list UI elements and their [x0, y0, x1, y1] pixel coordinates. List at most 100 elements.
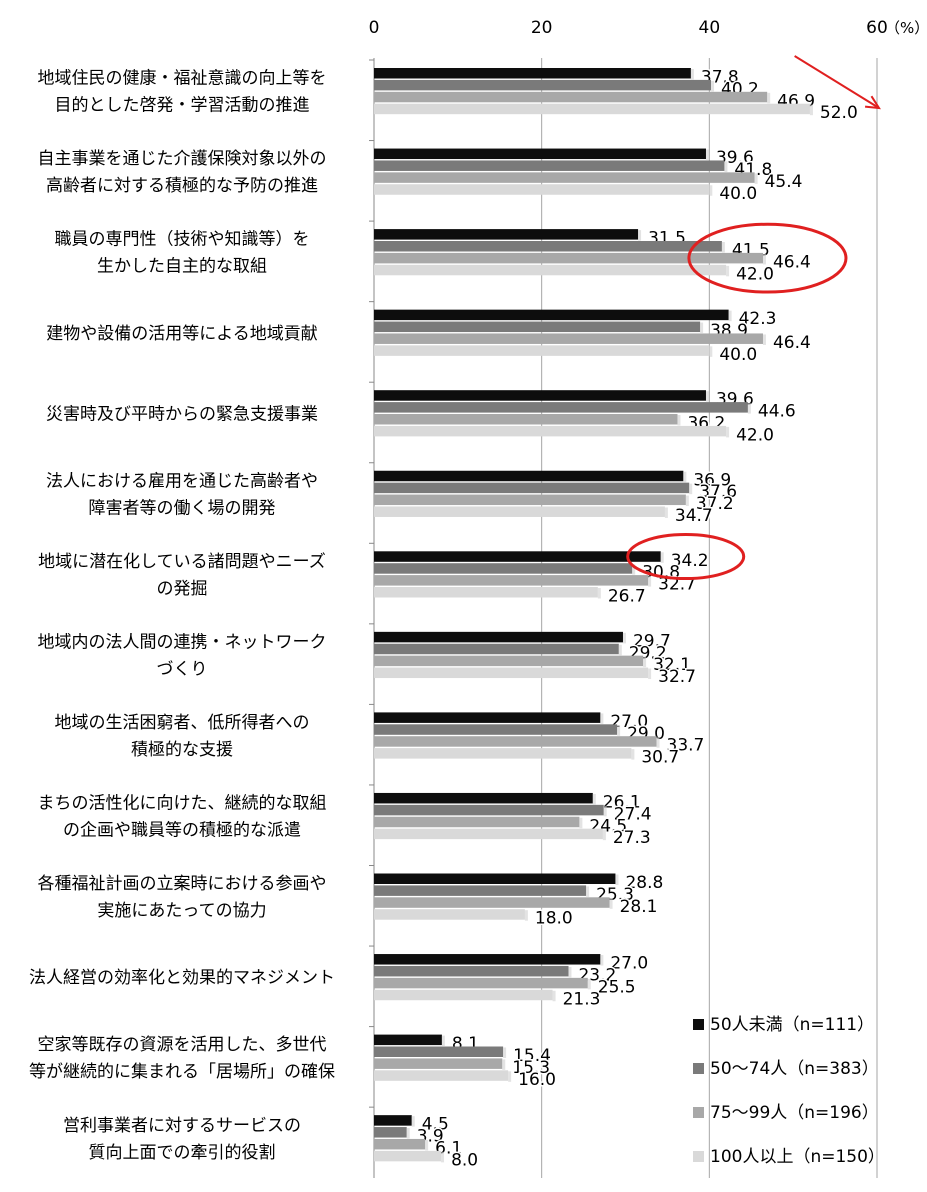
- bar-shadow: [810, 105, 813, 116]
- bar-shadow: [706, 150, 709, 161]
- bar-3: [374, 817, 579, 828]
- bar-2: [374, 966, 568, 977]
- bar-4: [374, 748, 631, 759]
- category-label: 目的とした啓発・学習活動の推進: [55, 96, 310, 116]
- category-label: 地域住民の健康・福祉意識の向上等を: [38, 69, 327, 89]
- category-label: 地域に潜在化している諸問題やニーズ: [38, 552, 326, 572]
- value-label: 8.0: [451, 1150, 478, 1170]
- bar-3: [374, 172, 755, 183]
- value-label: 44.6: [758, 402, 796, 422]
- bar-1: [374, 1115, 412, 1126]
- bar-shadow: [610, 898, 613, 909]
- bar-2: [374, 644, 619, 655]
- bar-1: [374, 874, 615, 885]
- bar-3: [374, 495, 686, 506]
- bar-2: [374, 1127, 407, 1138]
- bar-1: [374, 954, 600, 965]
- bar-4: [374, 1151, 441, 1162]
- bar-shadow: [588, 979, 591, 990]
- legend-swatch: [693, 1063, 704, 1074]
- bar-4: [374, 345, 709, 356]
- bar-3: [374, 414, 677, 425]
- bar-4: [374, 829, 603, 840]
- bar-shadow: [553, 991, 556, 1002]
- bar-2: [374, 724, 617, 735]
- bar-1: [374, 310, 729, 321]
- bar-1: [374, 229, 638, 240]
- category-label: 高齢者に対する積極的な予防の推進: [46, 176, 318, 196]
- legend-label: 50人未満（n=111）: [710, 1015, 874, 1035]
- bar-shadow: [604, 806, 607, 817]
- bar-shadow: [686, 496, 689, 507]
- value-label: 45.4: [765, 172, 803, 192]
- value-label: 52.0: [820, 103, 858, 123]
- bar-shadow: [763, 334, 766, 345]
- bar-3: [374, 736, 657, 747]
- value-label: 40.0: [719, 345, 757, 365]
- unit-label: （%）: [885, 19, 927, 37]
- category-label: 空家等既存の資源を活用した、多世代: [38, 1035, 327, 1055]
- bar-4: [374, 506, 665, 517]
- bar-shadow: [600, 955, 603, 966]
- bar-shadow: [619, 645, 622, 656]
- bar-shadow: [722, 242, 725, 253]
- category-label: 質向上面での牽引的役割: [89, 1143, 276, 1163]
- bar-shadow: [677, 415, 680, 426]
- bar-shadow: [603, 830, 606, 841]
- bar-shadow: [407, 1128, 410, 1139]
- bar-4: [374, 265, 726, 276]
- value-label: 26.7: [608, 587, 646, 607]
- category-label: 障害者等の働く場の開発: [89, 498, 276, 518]
- category-label: 生かした自主的な取組: [97, 257, 267, 277]
- category-label: 職員の専門性（技術や知識等）を: [55, 230, 310, 250]
- bar-1: [374, 551, 661, 562]
- bar-1: [374, 149, 706, 160]
- value-label: 46.4: [773, 333, 811, 353]
- bar-4: [374, 587, 598, 598]
- bar-shadow: [508, 1071, 511, 1082]
- bar-shadow: [724, 161, 727, 172]
- bar-3: [374, 1058, 502, 1069]
- bar-shadow: [502, 1059, 505, 1070]
- bar-shadow: [683, 472, 686, 483]
- tick-label: 0: [369, 18, 380, 38]
- bar-shadow: [617, 725, 620, 736]
- bar-shadow: [726, 266, 729, 277]
- value-label: 18.0: [535, 909, 573, 929]
- bar-shadow: [442, 1036, 445, 1047]
- legend-swatch: [693, 1019, 704, 1030]
- bar-3: [374, 333, 763, 344]
- category-label: の発掘: [157, 579, 208, 599]
- category-label: 等が継続的に集まれる「居場所」の確保: [29, 1062, 335, 1082]
- bar-shadow: [503, 1048, 506, 1059]
- bar-shadow: [412, 1116, 415, 1127]
- category-label: 実施にあたっての協力: [97, 901, 266, 921]
- bar-shadow: [593, 794, 596, 805]
- tick-label: 20: [531, 18, 553, 38]
- category-label: 積極的な支援: [131, 740, 233, 760]
- bar-2: [374, 483, 689, 494]
- bar-4: [374, 104, 810, 115]
- bar-shadow: [615, 875, 618, 886]
- bar-shadow: [709, 185, 712, 196]
- bar-4: [374, 909, 525, 920]
- bar-shadow: [706, 391, 709, 402]
- bar-shadow: [748, 403, 751, 414]
- category-label: 営利事業者に対するサービスの: [63, 1116, 301, 1136]
- category-label: まちの活性化に向けた、継続的な取組: [38, 794, 327, 814]
- bar-2: [374, 1047, 503, 1058]
- bar-shadow: [729, 311, 732, 322]
- bar-1: [374, 712, 600, 723]
- bar-4: [374, 990, 553, 1001]
- bar-shadow: [638, 230, 641, 241]
- category-label: の企画や職員等の積極的な派遣: [63, 821, 301, 841]
- bar-4: [374, 184, 709, 195]
- bar-shadow: [726, 427, 729, 438]
- bar-shadow: [700, 323, 703, 334]
- bar-shadow: [691, 69, 694, 80]
- bar-3: [374, 575, 648, 586]
- bar-1: [374, 793, 593, 804]
- bar-2: [374, 241, 722, 252]
- legend-label: 75～99人（n=196）: [710, 1103, 879, 1123]
